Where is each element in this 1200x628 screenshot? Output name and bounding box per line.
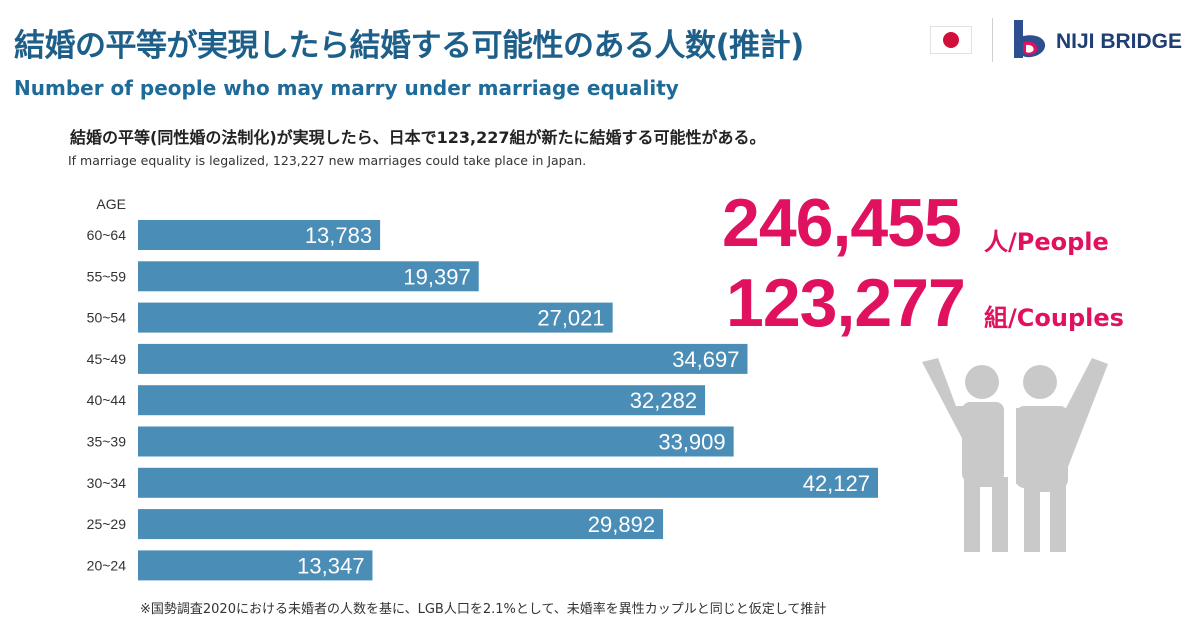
people-total: 246,455	[722, 185, 962, 261]
bar-value-label: 32,282	[630, 388, 697, 413]
celebrating-couple-icon	[922, 358, 1108, 552]
bar-60-64	[138, 220, 381, 250]
header-divider	[992, 18, 993, 62]
couples-total: 123,277	[726, 265, 966, 341]
people-unit: 人/People	[984, 228, 1109, 256]
couples-unit: 組/Couples	[984, 304, 1124, 332]
age-tick-label: 60~64	[87, 227, 127, 243]
bar-value-label: 13,783	[305, 223, 372, 248]
summary-text-en: If marriage equality is legalized, 123,2…	[68, 153, 587, 168]
age-tick-label: 30~34	[87, 475, 127, 491]
age-tick-label: 45~49	[87, 351, 127, 367]
bar-value-label: 42,127	[803, 471, 870, 496]
niji-bridge-logo-icon	[1014, 20, 1046, 58]
brand-name: NIJI BRIDGE	[1056, 30, 1183, 53]
age-tick-label: 20~24	[87, 557, 127, 573]
bar-value-label: 27,021	[537, 306, 604, 331]
bar-45-49	[138, 343, 748, 374]
bar-40-44	[138, 385, 706, 416]
bar-25-29	[138, 509, 664, 540]
age-tick-label: 50~54	[87, 310, 127, 326]
bar-value-label: 34,697	[672, 347, 739, 372]
bar-value-label: 29,892	[588, 512, 655, 537]
axis-label-age: AGE	[96, 196, 126, 212]
page-title-ja: 結婚の平等が実現したら結婚する可能性のある人数(推計)	[14, 28, 804, 64]
age-tick-label: 35~39	[87, 434, 127, 450]
bar-50-54	[138, 302, 613, 333]
age-tick-label: 40~44	[87, 392, 127, 408]
footnote: ※国勢調査2020における未婚者の人数を基に、LGB人口を2.1%として、未婚率…	[140, 602, 827, 617]
bar-value-label: 13,347	[297, 553, 364, 578]
summary-text-ja: 結婚の平等(同性婚の法制化)が実現したら、日本で123,227組が新たに結婚する…	[70, 128, 766, 147]
japan-flag-icon	[930, 26, 972, 54]
page-title-en: Number of people who may marry under mar…	[14, 76, 679, 100]
age-bar-chart: AGE 60~64 13,783 55~59 19,397 50~54 27,021 45~4…	[87, 196, 878, 581]
bar-30-34	[138, 467, 878, 498]
bar-value-label: 33,909	[658, 430, 725, 455]
bar-35-39	[138, 426, 734, 457]
age-tick-label: 25~29	[87, 516, 127, 532]
age-tick-label: 55~59	[87, 268, 127, 284]
bar-20-24	[138, 550, 373, 581]
bar-value-label: 19,397	[403, 264, 470, 289]
bar-55-59	[138, 261, 479, 292]
